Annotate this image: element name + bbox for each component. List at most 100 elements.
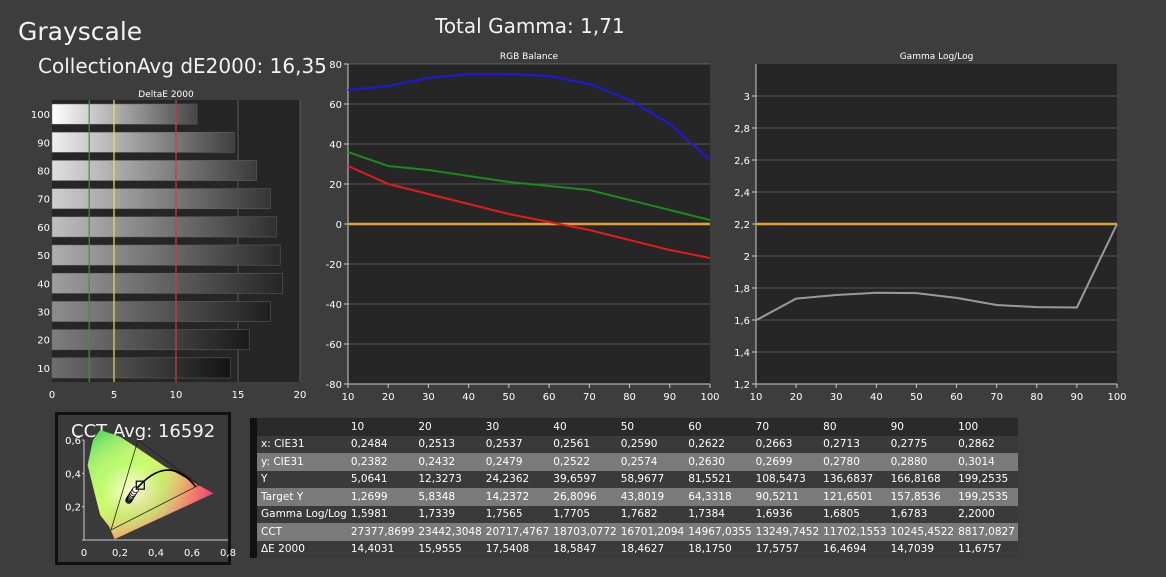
table-cell: 16,4694 [819, 540, 887, 558]
table-cell: 0,2522 [549, 453, 617, 471]
table-cell: 15,9555 [414, 540, 482, 558]
table-cell: 70 [751, 418, 820, 436]
table-cell: 30 [481, 418, 550, 436]
table-cell: 1,7384 [684, 505, 752, 523]
row-label: ΔE 2000 [257, 540, 347, 558]
table-cell: 0,2880 [886, 453, 955, 471]
table-cell: 43,8019 [616, 488, 685, 506]
table-cell: 0,3014 [954, 453, 1019, 471]
gamut-triangle [110, 439, 200, 531]
y-tick-label: 2,2 [734, 220, 750, 231]
table-cell: 1,7682 [616, 505, 685, 523]
page-title: Grayscale [18, 17, 143, 46]
x-tick-label: 0,6 [184, 548, 200, 559]
y-tick-label: 2,4 [734, 188, 750, 199]
row-marker [250, 505, 257, 523]
bar [51, 244, 281, 266]
table-cell: 0,2622 [684, 435, 752, 453]
y-tick-label: 80 [37, 167, 50, 178]
table-cell: 90 [886, 418, 955, 436]
table-cell: 50 [616, 418, 685, 436]
x-tick-label: 70 [583, 392, 596, 403]
x-tick-label: 0,4 [148, 548, 164, 559]
table-cell: 58,9677 [616, 470, 685, 488]
collection-avg-de: CollectionAvg dE2000: 16,35 [38, 54, 327, 78]
series-line [755, 223, 1118, 322]
data-point [132, 486, 139, 494]
table-cell: 18703,0772 [549, 523, 617, 541]
table-header-row: 10 20 30 40 50 60 70 80 90 100 [250, 418, 1019, 436]
x-tick-label: 60 [543, 392, 556, 403]
table-cell: 17,5408 [481, 540, 550, 558]
y-tick-label: 1,8 [734, 284, 750, 295]
row-label: CCT [257, 523, 347, 541]
table-row: x: CIE31 0,2484 0,2513 0,2537 0,2561 0,2590 0,… [250, 435, 1019, 453]
table-cell: 10245,4522 [886, 523, 955, 541]
table-cell: 8817,0827 [954, 523, 1019, 541]
row-label: Target Y [257, 488, 347, 506]
table-cell: 24,2362 [481, 470, 550, 488]
table-cell: 0,2574 [616, 453, 685, 471]
row-label: y: CIE31 [257, 453, 347, 471]
y-tick-label: 40 [37, 279, 50, 290]
table-cell: 0,2432 [414, 453, 482, 471]
y-tick-label: 20 [37, 336, 50, 347]
x-tick-label: 50 [503, 392, 516, 403]
table-cell: 1,6805 [819, 505, 887, 523]
table-cell: 0,2862 [954, 435, 1019, 453]
series-line [347, 151, 711, 221]
x-tick-label: 40 [870, 392, 883, 403]
y-tick-label: 0,2 [65, 503, 81, 514]
table-row: ΔE 2000 14,4031 15,9555 17,5408 18,5847 18,46… [250, 540, 1019, 558]
table-cell: 0,2590 [616, 435, 685, 453]
row-marker [250, 488, 257, 506]
row-marker [250, 453, 257, 471]
row-marker [250, 435, 257, 453]
y-tick-label: 50 [37, 251, 50, 262]
deltae-chart: DeltaE 2000 0 5 10 15 20 100 90 80 70 60 50 40 30 20 10 [31, 90, 307, 401]
table-cell: 0,2780 [819, 453, 887, 471]
table-cell: 1,7339 [414, 505, 482, 523]
table-cell: 27377,8699 [346, 523, 415, 541]
x-tick-label: 0 [81, 548, 87, 559]
x-tick-label: 30 [422, 392, 435, 403]
chart-title: Gamma Log/Log [900, 52, 974, 62]
table-cell: 1,7705 [549, 505, 617, 523]
x-tick-label: 20 [790, 392, 803, 403]
bar [51, 272, 283, 294]
table-cell: 121,6501 [819, 488, 887, 506]
table-cell: 39,6597 [549, 470, 617, 488]
total-gamma: Total Gamma: 1,71 [435, 14, 625, 38]
bar [51, 216, 277, 238]
table-cell: 199,2535 [954, 470, 1019, 488]
table-cell: 1,6936 [751, 505, 820, 523]
y-tick-label: -40 [326, 300, 342, 311]
table-row: y: CIE31 0,2382 0,2432 0,2479 0,2522 0,2574 0,… [250, 453, 1019, 471]
row-marker [250, 523, 257, 541]
y-tick-label: -20 [326, 260, 342, 271]
y-tick-label: 1,6 [734, 316, 750, 327]
x-tick-label: 20 [294, 390, 307, 401]
x-tick-label: 90 [1071, 392, 1084, 403]
y-tick-label: 30 [37, 308, 50, 319]
table-cell: 1,7565 [481, 505, 550, 523]
table-cell: 0,2663 [751, 435, 820, 453]
x-tick-label: 50 [910, 392, 923, 403]
spectral-locus-overlay [87, 430, 214, 540]
table-cell: 166,8168 [886, 470, 955, 488]
target-marker [135, 480, 145, 490]
table-cell: 11,6757 [954, 540, 1019, 558]
table-cell: 64,3318 [684, 488, 752, 506]
table-cell: 18,1750 [684, 540, 752, 558]
table-cell: 199,2535 [954, 488, 1019, 506]
table-cell: 0,2713 [819, 435, 887, 453]
y-tick-label: 1,2 [734, 380, 750, 391]
chart-title: DeltaE 2000 [138, 90, 194, 100]
x-tick-label: 0,2 [112, 548, 128, 559]
table-cell: 81,5521 [684, 470, 752, 488]
table-cell: 0,2513 [414, 435, 482, 453]
table-row: Target Y 1,2699 5,8348 14,2372 26,8096 43,801… [250, 488, 1019, 506]
table-cell: 136,6837 [819, 470, 887, 488]
y-tick-label: -60 [326, 340, 342, 351]
